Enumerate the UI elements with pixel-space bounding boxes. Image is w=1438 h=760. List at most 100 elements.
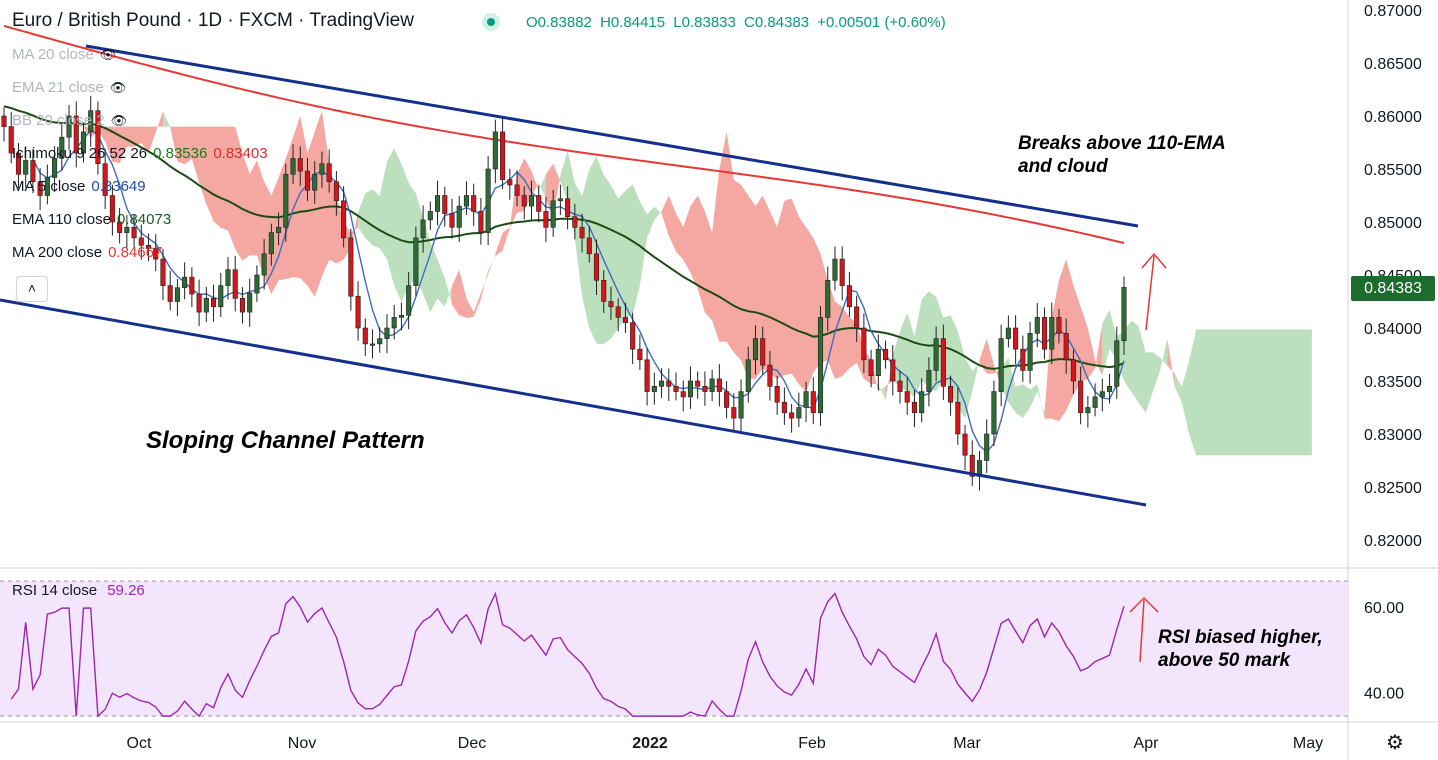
candle-body (384, 327, 390, 339)
candle-body (557, 198, 563, 202)
candle-body (80, 131, 87, 154)
annotation-breaks-line2: and cloud (1018, 156, 1108, 177)
candle-body (579, 227, 585, 239)
rsi-tick-label: 60.00 (1364, 600, 1404, 617)
legend-item[interactable]: MA 200 close 0.84667 (12, 244, 162, 261)
candle-body (66, 115, 72, 138)
candle-body (167, 285, 173, 302)
legend-item[interactable]: Ichimoku 9 26 52 26 0.83536 0.83403 (12, 145, 268, 162)
y-tick-label: 0.87000 (1364, 3, 1422, 20)
candle-body (247, 292, 253, 313)
candle-body (1034, 317, 1040, 334)
candle-body (124, 227, 130, 233)
annotation-breaks-line1: Breaks above 110-EMA (1018, 133, 1226, 154)
candle-body (904, 391, 910, 403)
candle-body (471, 195, 477, 212)
candle-body (174, 287, 180, 302)
legend-item[interactable]: EMA 110 close 0.84073 (12, 211, 171, 228)
legend-label: EMA 110 close (12, 211, 111, 228)
candle-body (926, 370, 932, 392)
legend-item[interactable]: MA 5 close 0.83649 (12, 178, 146, 195)
candle-body (789, 412, 795, 419)
candle-body (44, 177, 50, 196)
candle-body (695, 380, 701, 387)
collapse-legend-button[interactable]: ˄ (16, 276, 48, 302)
candle-body (803, 391, 809, 408)
legend-item[interactable]: EMA 21 close 👁 (12, 79, 126, 96)
candle-body (377, 338, 383, 345)
candle-body (774, 385, 780, 403)
candle-body (319, 163, 325, 175)
candle-body (211, 298, 217, 308)
candle-body (752, 338, 759, 361)
candle-body (189, 276, 195, 295)
candle-body (760, 338, 766, 366)
symbol-title[interactable]: Euro / British Pound · 1D · FXCM · Tradi… (12, 10, 414, 31)
candle-body (940, 338, 946, 387)
candle-body (435, 195, 441, 212)
candle-body (268, 232, 274, 255)
candle-body (1020, 348, 1026, 371)
gear-icon[interactable]: ⚙ (1386, 732, 1404, 754)
candle-body (102, 163, 108, 196)
legend-label: BB 20 close 2 (12, 112, 105, 129)
legend-value: 0.83649 (91, 178, 146, 195)
candle-body (919, 391, 925, 414)
annotation-channel: Sloping Channel Pattern (146, 427, 425, 454)
candle-body (521, 195, 527, 207)
candle-body (427, 211, 433, 221)
candle-body (348, 237, 354, 297)
candle-body (962, 433, 968, 456)
candle-body (839, 258, 845, 286)
y-tick-label: 0.85500 (1364, 162, 1422, 179)
candle-body (304, 170, 311, 191)
candle-body (861, 327, 867, 361)
last-price-tag: 0.84383 (1351, 276, 1435, 301)
y-tick-label: 0.82000 (1364, 533, 1422, 550)
ohlc-open: O0.83882 (526, 14, 592, 31)
candle-body (15, 152, 21, 175)
candle-body (52, 158, 58, 178)
candle-body (196, 293, 202, 313)
candle-body (1092, 396, 1098, 408)
candle-body (369, 343, 376, 346)
candle-body (536, 195, 542, 212)
candle-body (622, 317, 628, 323)
candle-body (355, 295, 361, 329)
y-tick-label: 0.83500 (1364, 374, 1422, 391)
legend-value: 0.84073 (116, 211, 172, 228)
candle-body (1, 115, 7, 127)
y-tick-label: 0.83000 (1364, 427, 1422, 444)
y-tick-label: 0.86500 (1364, 56, 1422, 73)
candle-body (969, 454, 975, 477)
y-tick-label: 0.82500 (1364, 480, 1422, 497)
candle-body (341, 200, 347, 239)
legend-value-2: 0.83403 (213, 145, 268, 162)
legend-item[interactable]: MA 20 close 👁 (12, 46, 116, 63)
candle-body (398, 314, 404, 318)
candle-body (593, 253, 600, 281)
ohlc-low: L0.83833 (673, 14, 736, 31)
candle-body (846, 285, 852, 308)
legend-item[interactable]: BB 20 close 2 👁 (12, 112, 127, 129)
channel-lower-line (0, 298, 1147, 507)
candle-body (984, 433, 990, 461)
market-status-icon (482, 13, 500, 31)
candle-body (810, 391, 816, 414)
candle-body (507, 179, 513, 186)
legend-label: MA 5 close (12, 178, 86, 195)
candle-body (117, 221, 123, 233)
candle-body (601, 279, 607, 302)
candle-body (138, 237, 144, 246)
candle-body (543, 211, 549, 228)
candle-body (1121, 287, 1127, 342)
candle-body (153, 248, 159, 260)
rsi-legend[interactable]: RSI 14 close 59.26 (12, 582, 145, 599)
candle-body (95, 110, 101, 164)
x-tick-label: May (1293, 735, 1323, 752)
candle-body (651, 385, 657, 392)
hidden-eye-icon: 👁 (109, 80, 127, 95)
rsi-band (0, 581, 1348, 717)
candle-body (1070, 359, 1076, 382)
